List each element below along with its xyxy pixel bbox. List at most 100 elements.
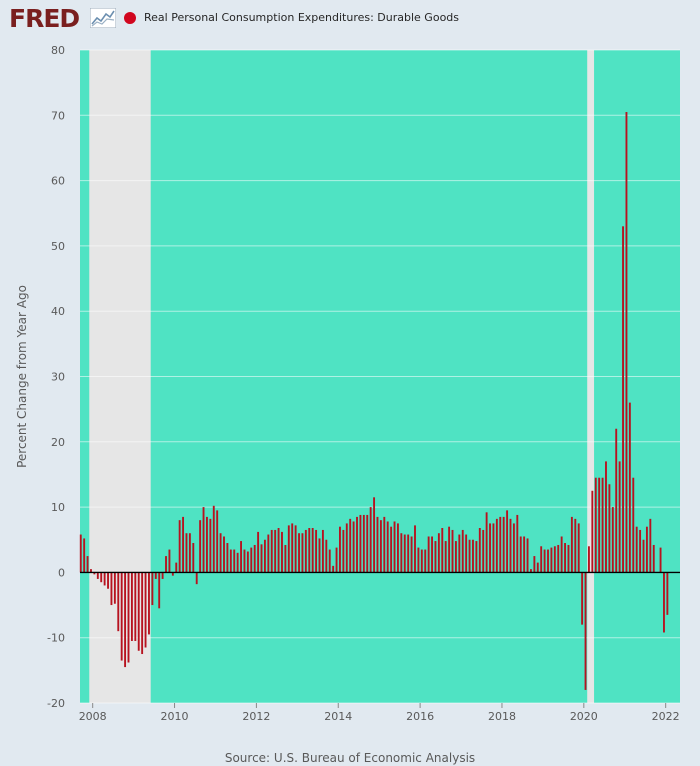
data-bar xyxy=(635,526,638,573)
data-bar xyxy=(574,518,577,573)
data-bar xyxy=(263,539,266,573)
data-bar xyxy=(472,539,474,573)
data-bar xyxy=(397,523,399,573)
data-bar xyxy=(325,539,328,573)
data-bar xyxy=(124,572,127,668)
fred-logo[interactable]: FRED xyxy=(9,4,80,33)
data-bar xyxy=(516,514,519,573)
data-bar xyxy=(212,505,215,573)
data-bar xyxy=(386,521,389,573)
data-bar xyxy=(345,523,348,573)
data-bar xyxy=(598,477,601,573)
y-tick-label: 50 xyxy=(51,240,65,253)
data-bar xyxy=(663,572,665,633)
data-bar xyxy=(270,529,273,573)
y-tick-label: -20 xyxy=(47,697,65,710)
data-bar xyxy=(260,544,263,573)
data-bar xyxy=(315,529,318,573)
data-bar xyxy=(236,552,239,573)
data-bar xyxy=(584,572,587,690)
data-bar xyxy=(298,533,300,573)
data-bar xyxy=(257,531,260,573)
data-bar xyxy=(420,549,423,573)
y-tick-label: 10 xyxy=(51,501,65,514)
source-note: Source: U.S. Bureau of Economic Analysis xyxy=(224,751,476,765)
y-tick-label: 40 xyxy=(51,305,65,318)
data-bar xyxy=(301,533,304,573)
data-bar xyxy=(86,556,89,573)
data-bar xyxy=(267,534,270,573)
data-bar xyxy=(437,533,440,573)
data-bar xyxy=(110,572,113,606)
data-bar xyxy=(168,549,171,573)
data-bar xyxy=(434,541,437,573)
data-bar xyxy=(536,562,539,573)
chart-header: FRED Real Personal Consumption Expenditu… xyxy=(0,0,700,40)
data-bar xyxy=(171,572,174,576)
data-bar xyxy=(632,477,635,573)
data-bar xyxy=(250,547,253,573)
data-bar xyxy=(154,572,157,579)
data-bar xyxy=(475,541,478,573)
data-bar xyxy=(523,536,526,573)
y-tick-label: 60 xyxy=(51,175,65,188)
data-bar xyxy=(417,547,420,573)
y-tick-label: 0 xyxy=(58,566,65,579)
data-bar xyxy=(356,516,358,573)
data-bar xyxy=(564,543,566,573)
x-tick-label: 2014 xyxy=(324,710,352,723)
y-tick-label: 70 xyxy=(51,109,65,122)
y-tick-label: 80 xyxy=(51,44,65,57)
data-bar xyxy=(182,516,185,573)
x-tick-label: 2008 xyxy=(79,710,107,723)
data-bar xyxy=(328,549,331,573)
data-bar xyxy=(229,549,232,573)
data-bar xyxy=(509,518,512,573)
data-bar xyxy=(407,534,410,573)
data-bar xyxy=(117,572,120,632)
x-tick-label: 2020 xyxy=(570,710,598,723)
data-bar xyxy=(90,569,92,573)
x-tick-label: 2022 xyxy=(652,710,680,723)
data-bar xyxy=(362,514,365,573)
data-bar xyxy=(540,546,543,573)
legend-series-label[interactable]: Real Personal Consumption Expenditures: … xyxy=(144,11,460,24)
data-bar xyxy=(465,534,468,573)
data-bar xyxy=(287,525,290,573)
data-bar xyxy=(339,526,341,573)
data-bar xyxy=(376,516,379,573)
fred-logo-graph-icon xyxy=(90,8,116,28)
data-bar xyxy=(642,539,645,573)
data-bar xyxy=(120,572,123,661)
data-bar xyxy=(591,490,594,573)
data-bar xyxy=(134,572,137,641)
data-bar xyxy=(468,539,471,573)
data-bar xyxy=(461,529,464,573)
y-tick-label: 20 xyxy=(51,436,65,449)
data-bar xyxy=(373,497,376,573)
data-bar xyxy=(553,546,556,573)
data-bar xyxy=(611,507,614,573)
data-bar xyxy=(379,520,382,573)
data-bar xyxy=(628,402,631,573)
data-bar xyxy=(625,112,628,573)
data-bar xyxy=(199,520,202,573)
data-bar xyxy=(502,516,505,573)
data-bar xyxy=(369,507,372,573)
data-bar xyxy=(570,516,573,573)
data-bar xyxy=(243,549,246,573)
data-bar xyxy=(175,562,178,573)
data-bar xyxy=(206,516,208,573)
data-bar xyxy=(458,534,461,573)
data-bar xyxy=(543,549,546,573)
data-bar xyxy=(144,572,147,648)
x-tick-label: 2012 xyxy=(242,710,270,723)
data-bar xyxy=(148,572,150,635)
data-bar xyxy=(506,510,509,573)
data-bar xyxy=(151,572,154,606)
data-bar xyxy=(158,572,161,609)
data-bar xyxy=(622,226,624,573)
data-bar xyxy=(321,529,324,573)
data-bar xyxy=(274,529,277,573)
